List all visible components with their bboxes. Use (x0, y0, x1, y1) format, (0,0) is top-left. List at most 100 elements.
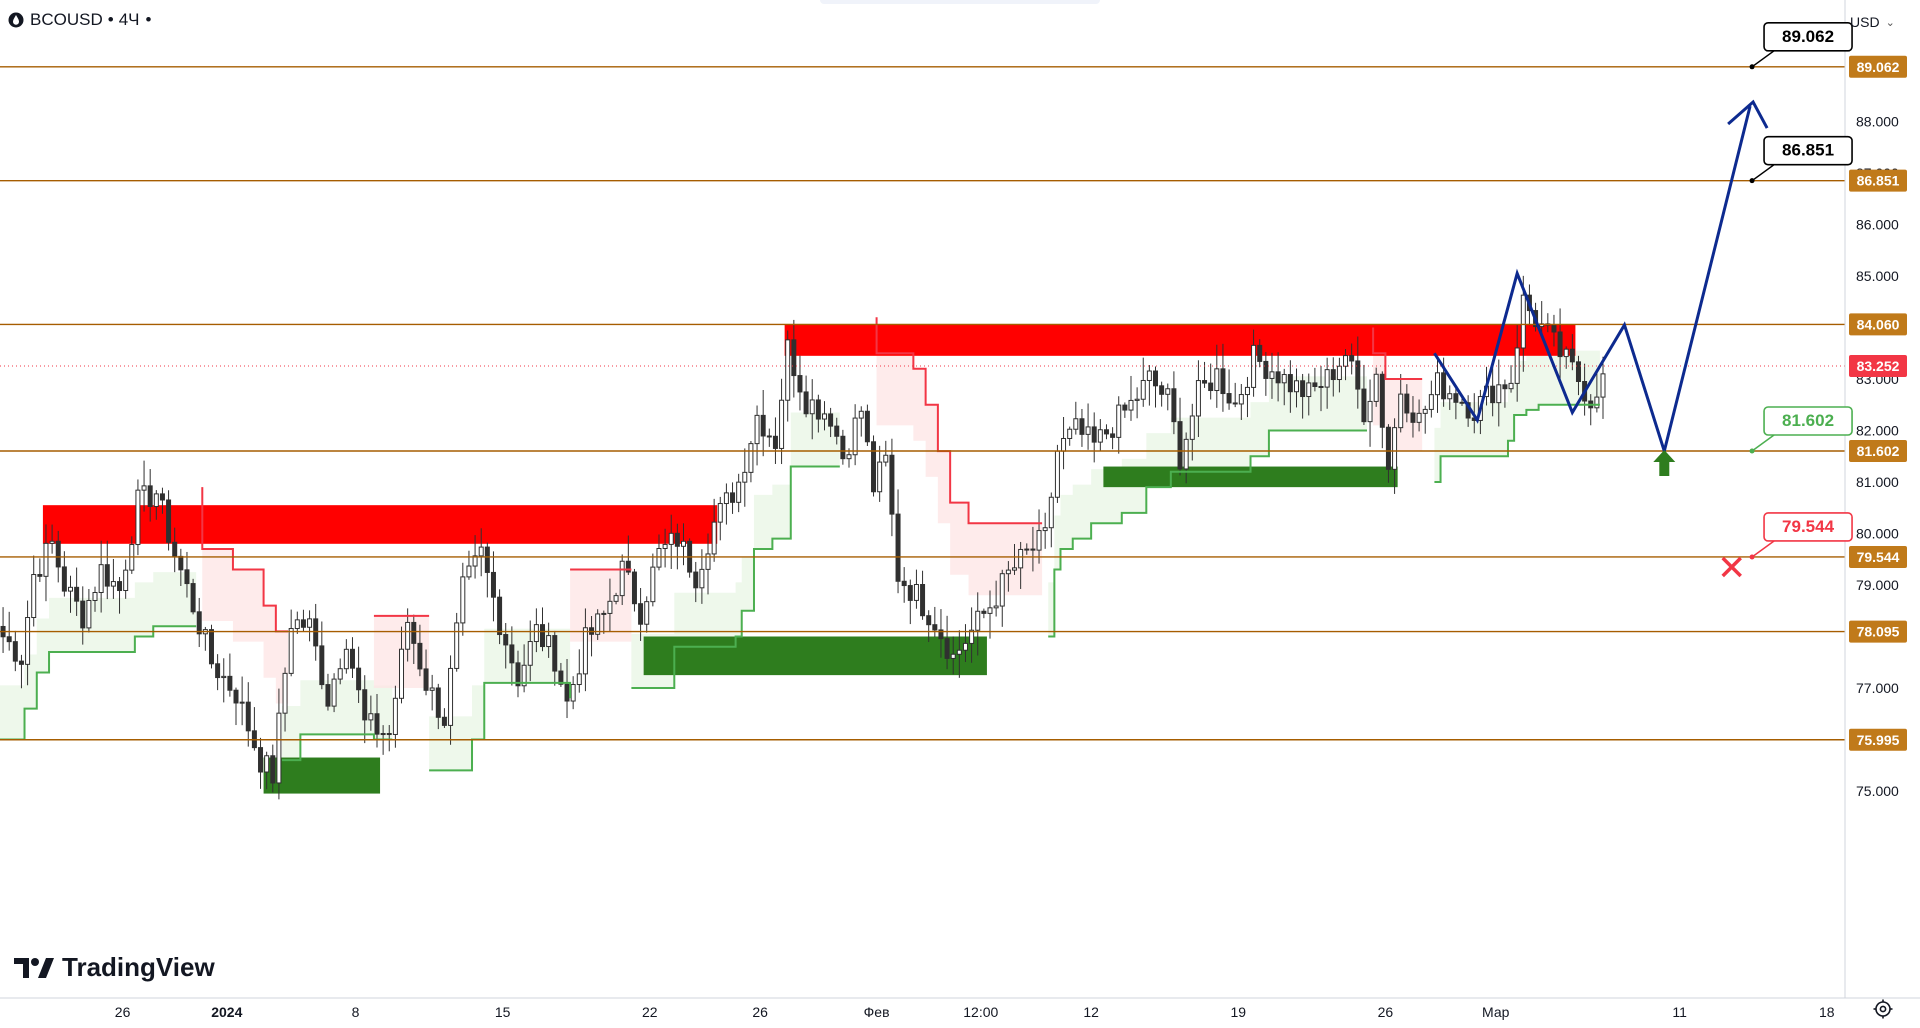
candle-body (215, 663, 221, 679)
candle-body (883, 454, 889, 463)
candle-body (1336, 365, 1342, 381)
candle-body (86, 599, 92, 629)
uptrend-fill (631, 412, 840, 688)
candle-body (895, 513, 901, 582)
candle-body (1244, 386, 1250, 396)
candle-body (975, 610, 981, 631)
candle-body (1067, 428, 1073, 439)
candle-body (1557, 331, 1563, 358)
candle-body (552, 635, 558, 672)
candle-body (1177, 421, 1183, 470)
candle-body (1238, 394, 1244, 405)
candle-body (1091, 426, 1097, 443)
candle-body (760, 414, 766, 437)
price-tick-label: 88.000 (1856, 114, 1899, 130)
candle-body (546, 635, 552, 648)
candle-body (429, 687, 435, 691)
candle-body (1195, 380, 1201, 417)
time-tick-label: 12:00 (963, 1004, 998, 1020)
candle-body (356, 667, 362, 691)
entry-label-dot (1749, 448, 1755, 454)
lines-layer (0, 66, 1845, 772)
candle-body (166, 499, 172, 543)
candle-body (766, 435, 772, 438)
candle-body (454, 622, 460, 669)
candle-body (147, 485, 153, 507)
candle-body (1422, 408, 1428, 414)
target-label-box (1763, 135, 1853, 166)
price-tick-label: 77.000 (1856, 680, 1899, 696)
downtrend-line (201, 487, 289, 633)
candle-body (1183, 438, 1189, 470)
tradingview-logo[interactable]: TradingView (14, 952, 215, 983)
gear-icon[interactable] (1872, 998, 1894, 1020)
level-price-tag-text: 81.602 (1857, 443, 1900, 459)
candle-body (871, 441, 877, 493)
candle-body (1600, 373, 1606, 398)
currency-selector[interactable]: USD ⌄ (1850, 10, 1908, 34)
level-price-tag (1849, 439, 1907, 462)
symbol-name: BCOUSD (30, 10, 103, 29)
level-price-tag (1849, 545, 1907, 568)
candle-body (913, 584, 919, 601)
candle-body (656, 547, 662, 568)
candle-body (607, 600, 613, 614)
candle-body (1263, 360, 1269, 379)
candle-body (503, 634, 509, 646)
candle-body (533, 624, 539, 643)
candle-body (331, 678, 337, 707)
candle-body (1110, 433, 1116, 438)
candle-body (1324, 369, 1330, 388)
uptrend-line (1434, 403, 1600, 483)
target-label-box (1763, 22, 1853, 52)
candle-body (1036, 530, 1042, 551)
candle-body (1079, 418, 1085, 435)
candle-body (117, 581, 123, 592)
candle-body (907, 585, 913, 601)
time-axis: 26 2024 8 15 22 26 Фев 12:00 12 19 26 Мар 11 18 (0, 997, 1920, 1020)
candle-body (680, 540, 686, 547)
candle-body (1202, 380, 1208, 384)
candle-body (49, 540, 55, 544)
candle-body (1257, 344, 1263, 362)
currency-label: USD (1850, 14, 1880, 30)
candle-body (1116, 404, 1122, 438)
level-price-tag-text: 84.060 (1857, 316, 1900, 332)
candle-body (184, 569, 190, 585)
candle-body (601, 612, 607, 615)
candle-body (901, 580, 907, 587)
candle-body (1024, 548, 1030, 551)
candle-body (1569, 348, 1575, 363)
entry-label-box (1763, 406, 1853, 436)
level-price-tag (1849, 169, 1907, 192)
candle-body (631, 571, 637, 605)
candle-body (521, 664, 527, 687)
uptrend-line (631, 465, 840, 689)
candle-body (159, 493, 165, 501)
stop-label-text: 79.544 (1782, 517, 1835, 536)
candle-body (1459, 401, 1465, 404)
candle-body (110, 581, 116, 587)
candle-body (1275, 371, 1281, 384)
candle-body (1398, 393, 1404, 429)
uptrend-fill (1434, 350, 1600, 482)
forecast-arrowhead (1727, 99, 1769, 129)
candle-body (932, 624, 938, 631)
candle-body (815, 399, 821, 420)
candle-body (478, 546, 484, 557)
candle-body (1490, 385, 1496, 404)
candle-body (239, 701, 245, 704)
candle-body (1048, 496, 1054, 529)
uptrend-line (1048, 429, 1367, 638)
candle-body (638, 603, 644, 625)
candle-body (1134, 398, 1140, 401)
candle-body (999, 573, 1005, 607)
candle-body (938, 629, 944, 640)
level-price-tag-text: 86.851 (1857, 173, 1900, 189)
top-toolbar-handle[interactable] (820, 0, 1100, 4)
symbol-header[interactable]: BCOUSD • 4Ч • (8, 8, 151, 32)
candle-body (1073, 418, 1079, 430)
candle-body (527, 641, 533, 666)
time-tick-label: 26 (1378, 1004, 1394, 1020)
